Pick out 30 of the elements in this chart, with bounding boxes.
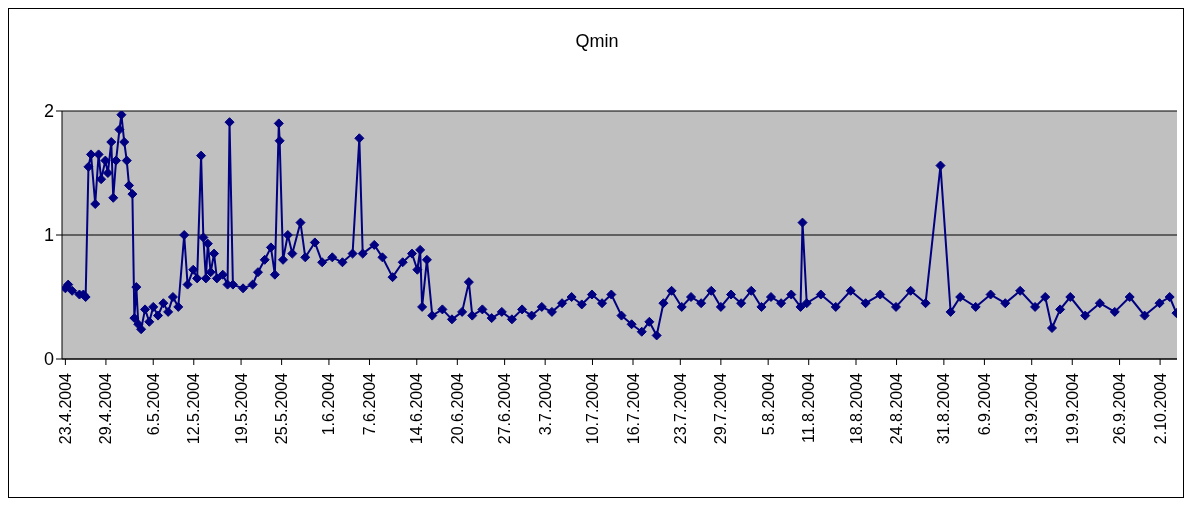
x-tick-label: 20.6.2004: [448, 372, 466, 445]
x-tick-label: 18.8.2004: [847, 372, 865, 445]
x-tick-label: 12.5.2004: [185, 372, 203, 445]
chart-title: Qmin: [574, 31, 620, 52]
x-tick-label: 19.9.2004: [1063, 372, 1081, 445]
y-tick-label: 1: [43, 225, 54, 246]
x-tick-label: 6.5.2004: [144, 372, 162, 436]
x-tick-label: 29.4.2004: [97, 372, 115, 445]
x-tick-label: 10.7.2004: [583, 372, 601, 445]
x-tick-label: 13.9.2004: [1023, 372, 1041, 445]
y-tick-label: 2: [43, 101, 54, 122]
x-tick-label: 3.7.2004: [536, 372, 554, 436]
x-tick-label: 1.6.2004: [320, 372, 338, 436]
y-tick-label: 0: [43, 349, 54, 370]
x-tick-label: 2.10.2004: [1151, 372, 1169, 445]
x-tick-label: 29.7.2004: [712, 372, 730, 445]
x-tick-label: 23.7.2004: [671, 372, 689, 445]
x-tick-label: 24.8.2004: [888, 372, 906, 445]
x-tick-label: 14.6.2004: [408, 372, 426, 445]
x-tick-label: 25.5.2004: [273, 372, 291, 445]
x-tick-label: 23.4.2004: [56, 372, 74, 445]
x-tick-label: 31.8.2004: [935, 372, 953, 445]
x-tick-label: 16.7.2004: [624, 372, 642, 445]
x-tick-label: 7.6.2004: [360, 372, 378, 436]
x-tick-label: 19.5.2004: [232, 372, 250, 445]
x-tick-label: 26.9.2004: [1111, 372, 1129, 445]
x-tick-label: 11.8.2004: [800, 372, 818, 443]
x-tick-label: 27.6.2004: [496, 372, 514, 445]
x-tick-label: 5.8.2004: [759, 372, 777, 436]
x-tick-label: 6.9.2004: [975, 372, 993, 436]
